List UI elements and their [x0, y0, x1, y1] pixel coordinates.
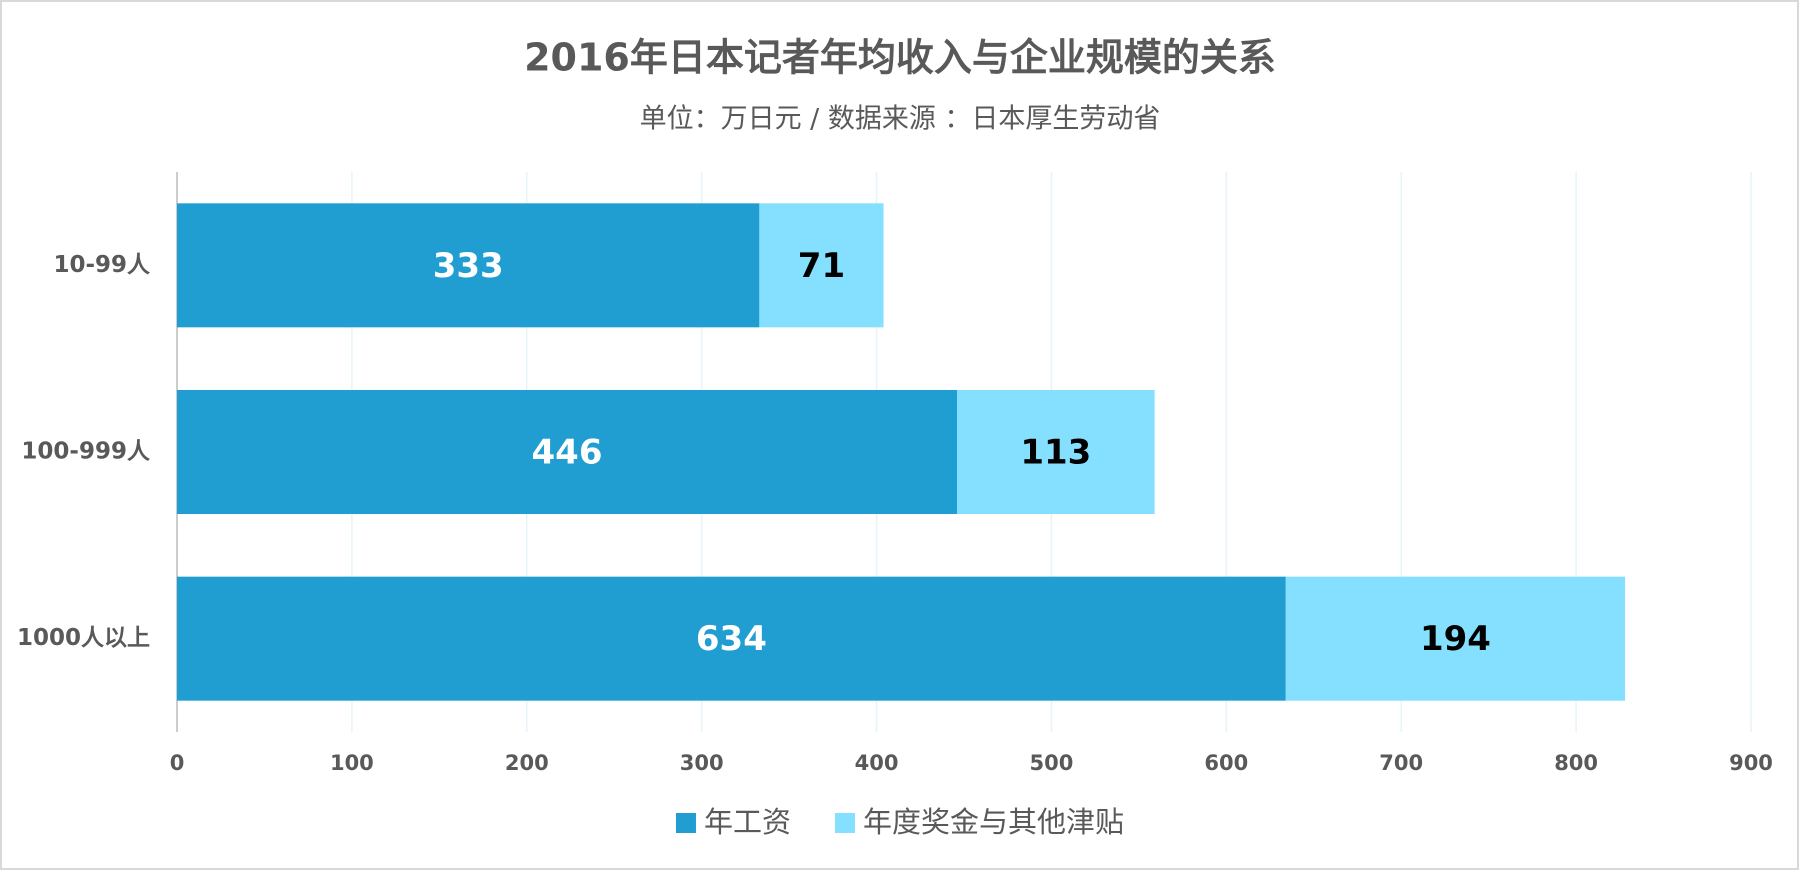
x-tick-label: 0	[170, 751, 185, 775]
y-tick-label: 100-999人	[21, 439, 151, 465]
legend-label: 年度奖金与其他津贴	[863, 805, 1124, 839]
legend-swatch	[835, 813, 855, 833]
bar-segment	[1285, 576, 1626, 701]
x-tick-label: 800	[1554, 751, 1598, 775]
y-tick-label: 1000人以上	[17, 625, 150, 651]
chart-subtitle: 单位：万日元 / 数据来源 ：日本厚生劳动省	[640, 104, 1161, 135]
chart-title: 2016年日本记者年均收入与企业规模的关系	[524, 36, 1276, 80]
x-tick-label: 600	[1204, 751, 1248, 775]
x-tick-label: 100	[330, 751, 374, 775]
x-tick-label: 200	[505, 751, 549, 775]
data-label: 194	[1420, 619, 1491, 659]
x-tick-label: 500	[1030, 751, 1074, 775]
x-tick-label: 700	[1379, 751, 1423, 775]
legend: 年工资 年度奖金与其他津贴	[675, 805, 1124, 839]
x-tick-label: 900	[1729, 751, 1773, 775]
bar-segment	[177, 576, 1286, 701]
bar-segment	[957, 390, 1155, 514]
data-label: 446	[532, 433, 603, 473]
y-tick-label: 10-99人	[53, 252, 151, 278]
legend-label: 年工资	[704, 805, 791, 839]
data-label: 634	[696, 619, 767, 659]
data-label: 333	[433, 246, 504, 286]
bar-segment	[177, 390, 958, 514]
x-tick-label: 400	[855, 751, 899, 775]
bar-segment	[177, 203, 760, 328]
bar-segment	[759, 203, 884, 328]
data-label: 113	[1020, 433, 1091, 473]
data-label: 71	[798, 246, 845, 286]
legend-swatch	[675, 813, 696, 833]
x-tick-label: 300	[680, 751, 724, 775]
